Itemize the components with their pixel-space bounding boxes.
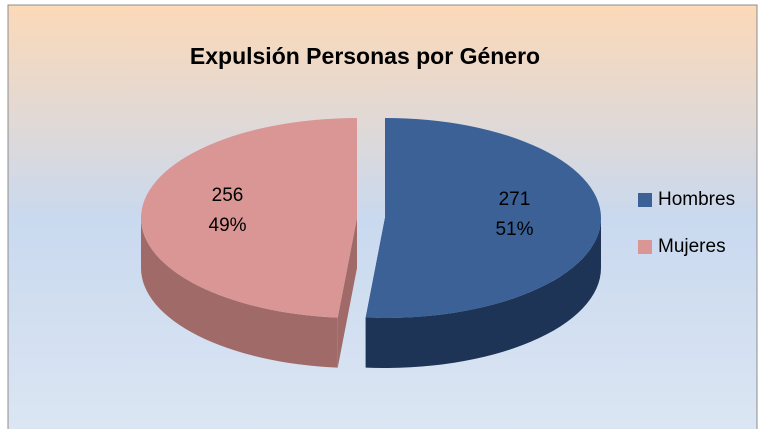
legend-label: Hombres [658, 189, 735, 210]
chart-title: Expulsión Personas por Género [190, 43, 540, 69]
legend-swatch [638, 193, 652, 207]
legend-swatch [638, 240, 652, 254]
percent-label: 51% [495, 219, 533, 240]
percent-label: 49% [209, 215, 247, 236]
slice [365, 118, 602, 318]
data-label: 271 [499, 189, 531, 210]
slice-edge [337, 218, 357, 368]
legend-label: Mujeres [658, 236, 726, 257]
slice-side [141, 218, 338, 368]
slice-side [365, 218, 601, 368]
data-label: 256 [212, 185, 244, 206]
slice [141, 118, 357, 318]
